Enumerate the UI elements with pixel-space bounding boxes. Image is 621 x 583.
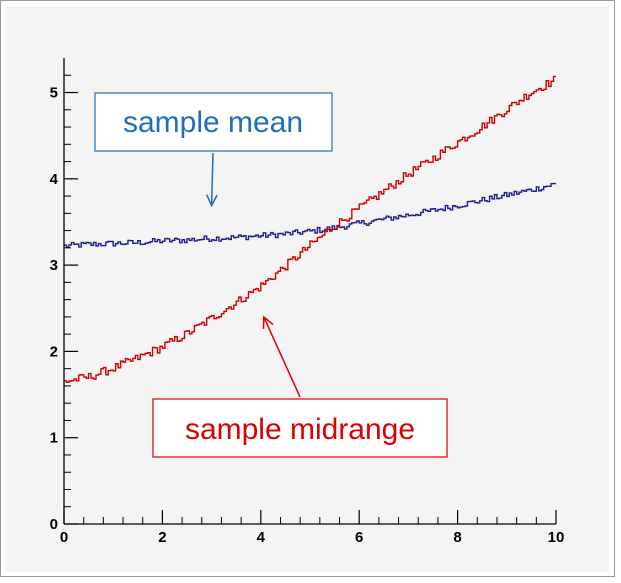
y-tick-label-4: 4 (50, 171, 59, 188)
annotation-arrowhead-0 (206, 194, 218, 208)
x-tick-label-0: 0 (60, 529, 68, 546)
series-0-line (64, 182, 556, 248)
axes-layer (63, 58, 556, 525)
annotation-label-0: sample mean (123, 106, 303, 139)
y-tick-label-3: 3 (50, 257, 58, 274)
annotation-arrowhead-1 (262, 315, 274, 329)
ticks-layer: 0 1 2 3 4 5 0 2 4 6 8 10 (50, 74, 565, 546)
x-tick-label-1: 2 (158, 529, 166, 546)
annotation-arrow-0 (210, 152, 214, 206)
x-tick-label-4: 8 (453, 529, 461, 546)
y-tick-label-2: 2 (50, 343, 58, 360)
x-tick-label-2: 4 (257, 529, 266, 546)
annotation-arrow-1 (263, 316, 301, 398)
y-tick-label-5: 5 (50, 85, 58, 102)
series-1-line (64, 75, 556, 383)
annotation-box-0 (94, 92, 333, 152)
series-layer (64, 75, 556, 383)
y-tick-label-1: 1 (50, 430, 58, 447)
x-tick-label-5: 10 (548, 529, 565, 546)
annotation-layer: sample mean sample midrange (94, 92, 448, 458)
y-tick-label-0: 0 (50, 516, 58, 533)
x-tick-label-3: 6 (355, 529, 363, 546)
annotation-box-1 (152, 398, 448, 458)
annotation-label-1: sample midrange (185, 413, 415, 446)
